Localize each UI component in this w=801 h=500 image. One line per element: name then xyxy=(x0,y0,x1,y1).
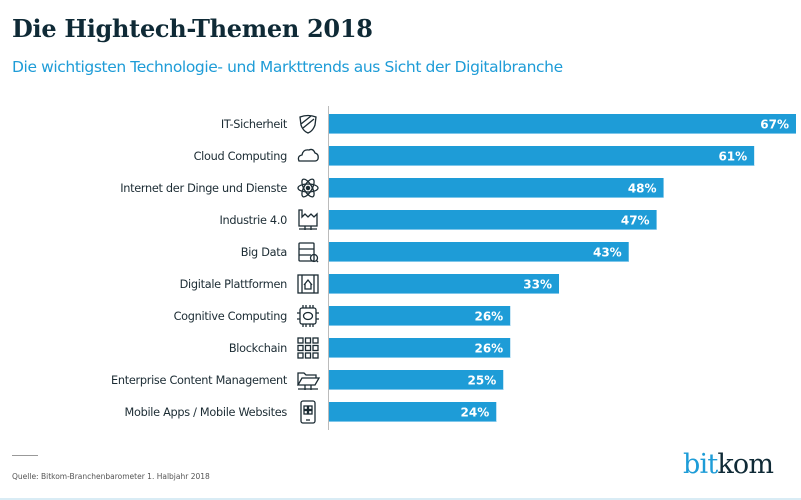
bar-shadow xyxy=(329,357,511,358)
bar xyxy=(329,114,796,134)
category-label: IT-Sicherheit xyxy=(221,118,288,131)
data-label: 61% xyxy=(718,150,747,164)
bar xyxy=(329,210,657,230)
bar xyxy=(329,146,755,166)
bar-shadow xyxy=(329,325,511,326)
category-label: Enterprise Content Management xyxy=(111,374,288,387)
bar-row: Cognitive Computing 26% xyxy=(174,305,511,327)
data-label: 26% xyxy=(474,342,503,356)
bitkom-logo: bitkom xyxy=(683,449,774,480)
bar-shadow xyxy=(329,133,796,134)
bar xyxy=(329,274,560,294)
bar-shadow xyxy=(329,421,497,422)
source-note: Quelle: Bitkom-Branchenbarometer 1. Halb… xyxy=(12,472,210,481)
bar xyxy=(329,370,504,390)
data-label: 67% xyxy=(760,118,789,132)
bar-row: Cloud Computing 61% xyxy=(194,146,755,166)
data-label: 33% xyxy=(523,278,552,292)
bar-shadow xyxy=(329,197,664,198)
atom-icon xyxy=(297,178,319,198)
bar-shadow xyxy=(329,389,504,390)
bar xyxy=(329,338,511,358)
category-label: Cognitive Computing xyxy=(174,310,288,323)
bar-row: Blockchain 26% xyxy=(229,337,511,359)
bar-shadow xyxy=(329,165,755,166)
bar-shadow xyxy=(329,261,629,262)
bar xyxy=(329,242,629,262)
bar-row: Digitale Plattformen 33% xyxy=(180,274,560,294)
bar-row: Enterprise Content Management 25% xyxy=(111,370,504,390)
bar-row: Internet der Dinge und Dienste 48% xyxy=(120,178,664,198)
bar-shadow xyxy=(329,293,560,294)
bar-row: Big Data 43% xyxy=(241,242,629,263)
factory-icon xyxy=(298,209,318,230)
bar xyxy=(329,402,497,422)
data-label: 48% xyxy=(628,182,657,196)
bar-row: Mobile Apps / Mobile Websites 24% xyxy=(125,400,497,424)
category-label: Blockchain xyxy=(229,342,287,355)
category-label: Cloud Computing xyxy=(194,150,288,163)
logo-part-bit: bit xyxy=(683,449,718,480)
chart-title: Die Hightech-Themen 2018 xyxy=(12,14,373,43)
data-label: 25% xyxy=(468,374,497,388)
logo-part-kom: kom xyxy=(717,449,774,480)
bar-shadow xyxy=(329,229,657,230)
bar xyxy=(329,178,664,198)
cloud-icon xyxy=(297,148,319,162)
chart-subtitle: Die wichtigsten Technologie- und Markttr… xyxy=(12,58,563,76)
category-label: Mobile Apps / Mobile Websites xyxy=(125,406,288,419)
platform-home-icon xyxy=(297,274,319,294)
source-divider xyxy=(12,455,38,456)
category-label: Digitale Plattformen xyxy=(180,278,288,291)
category-label: Internet der Dinge und Dienste xyxy=(120,182,287,195)
folder-icon xyxy=(296,372,321,390)
chip-brain-icon xyxy=(297,305,319,327)
bar-row: Industrie 4.0 47% xyxy=(219,209,657,230)
data-label: 47% xyxy=(621,214,650,228)
category-label: Big Data xyxy=(241,246,287,259)
bar-row: IT-Sicherheit 67% xyxy=(221,114,796,134)
category-label: Industrie 4.0 xyxy=(219,214,287,227)
shield-icon xyxy=(299,114,317,134)
data-label: 43% xyxy=(593,246,622,260)
server-search-icon xyxy=(298,242,319,263)
data-label: 26% xyxy=(474,310,503,324)
data-label: 24% xyxy=(461,406,490,420)
mobile-phone-icon xyxy=(300,400,316,424)
bar xyxy=(329,306,511,326)
bottom-divider xyxy=(0,498,801,500)
blockchain-grid-icon xyxy=(297,337,319,359)
